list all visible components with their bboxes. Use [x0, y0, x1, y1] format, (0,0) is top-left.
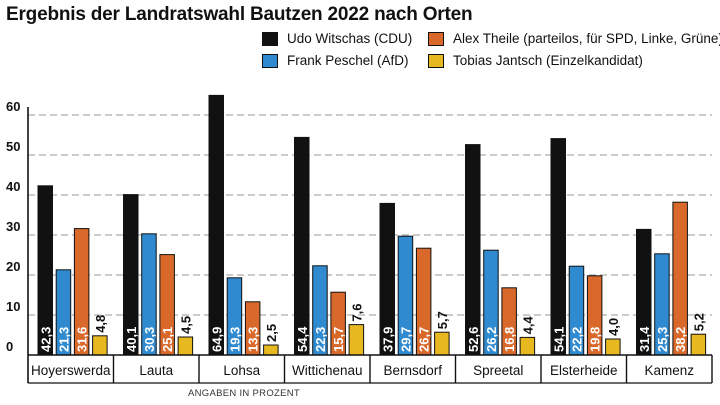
bar-4-kamenz — [690, 333, 707, 356]
bar-4-spreetal — [519, 336, 536, 356]
y-tick-label: 60 — [6, 99, 20, 114]
data-label: 5,7 — [435, 311, 450, 329]
data-label: 4,8 — [93, 315, 108, 333]
bar-4-lohsa — [263, 344, 279, 356]
data-label: 22,3 — [313, 327, 328, 352]
legend: Udo Witschas (CDU) Frank Peschel (AfD) A… — [0, 0, 720, 80]
data-label: 38,2 — [673, 327, 688, 352]
y-tick-label: 30 — [6, 219, 20, 234]
data-label: 19,8 — [588, 327, 603, 352]
data-label: 4,4 — [520, 316, 535, 335]
data-label: 64,9 — [209, 327, 224, 352]
legend-label-afd: Frank Peschel (AfD) — [287, 53, 409, 68]
y-tick-label: 10 — [6, 299, 20, 314]
legend-swatch-jantsch — [428, 53, 444, 68]
data-label: 25,1 — [160, 327, 175, 352]
data-label: 29,7 — [398, 327, 413, 352]
x-tick-label: Lohsa — [223, 363, 260, 378]
chart-title: Ergebnis der Landratswahl Bautzen 2022 n… — [6, 4, 473, 25]
bar-4-hoyerswerda — [92, 335, 108, 356]
data-label: 54,4 — [295, 326, 310, 352]
x-tick-label: Lauta — [139, 363, 173, 378]
footnote: ANGABEN IN PROZENT — [188, 388, 301, 399]
bar-1-elsterheide — [550, 138, 566, 356]
bar-4-elsterheide — [605, 338, 621, 356]
legend-swatch-theile — [428, 31, 444, 46]
x-tick-label: Hoyerswerda — [31, 363, 111, 378]
x-tick-label: Spreetal — [473, 363, 523, 378]
legend-label-jantsch: Tobias Jantsch (Einzelkandidat) — [453, 53, 643, 68]
data-label: 31,6 — [75, 327, 90, 352]
data-label: 37,9 — [380, 327, 395, 352]
legend-swatch-afd — [262, 53, 278, 68]
data-label: 2,5 — [264, 324, 279, 342]
bar-4-lauta — [177, 336, 194, 356]
data-label: 19,3 — [227, 327, 242, 352]
data-label: 26,2 — [484, 327, 499, 352]
data-label: 52,6 — [466, 327, 481, 352]
data-label: 22,2 — [569, 327, 584, 352]
data-label: 7,6 — [349, 304, 364, 322]
x-tick-label: Bernsdorf — [383, 363, 442, 378]
data-label: 31,4 — [637, 326, 652, 352]
bar-1-wittichenau — [294, 136, 310, 356]
data-label: 5,2 — [691, 313, 706, 331]
data-label: 30,3 — [142, 327, 157, 352]
data-label: 25,3 — [655, 327, 670, 352]
legend-item-afd: Frank Peschel (AfD) — [262, 53, 409, 68]
x-tick-label: Kamenz — [644, 363, 694, 378]
y-tick-label: 50 — [6, 139, 20, 154]
data-label: 13,3 — [246, 327, 261, 352]
legend-item-jantsch: Tobias Jantsch (Einzelkandidat) — [428, 53, 643, 68]
data-label: 42,3 — [38, 327, 53, 352]
legend-item-theile: Alex Theile (parteilos, für SPD, Linke, … — [428, 31, 720, 46]
y-tick-label: 40 — [6, 179, 20, 194]
legend-swatch-cdu — [262, 31, 278, 46]
x-tick-label: Elsterheide — [550, 363, 618, 378]
y-tick-label: 20 — [6, 259, 20, 274]
legend-label-theile: Alex Theile (parteilos, für SPD, Linke, … — [453, 31, 720, 46]
bar-4-bernsdorf — [434, 331, 450, 356]
data-label: 4,0 — [606, 318, 621, 336]
x-tick-label: Wittichenau — [292, 363, 363, 378]
data-label: 15,7 — [331, 327, 346, 352]
y-tick-label: 0 — [6, 339, 13, 354]
bar-1-lohsa — [208, 94, 224, 356]
data-label: 54,1 — [551, 327, 566, 352]
data-label: 16,8 — [502, 327, 517, 352]
data-label: 40,1 — [124, 327, 139, 352]
data-label: 4,5 — [178, 316, 193, 334]
bar-1-spreetal — [465, 144, 481, 356]
legend-item-cdu: Udo Witschas (CDU) — [262, 31, 412, 46]
bar-4-wittichenau — [348, 324, 365, 356]
data-label: 21,3 — [56, 327, 71, 352]
legend-label-cdu: Udo Witschas (CDU) — [287, 31, 413, 46]
data-label: 26,7 — [417, 327, 432, 352]
